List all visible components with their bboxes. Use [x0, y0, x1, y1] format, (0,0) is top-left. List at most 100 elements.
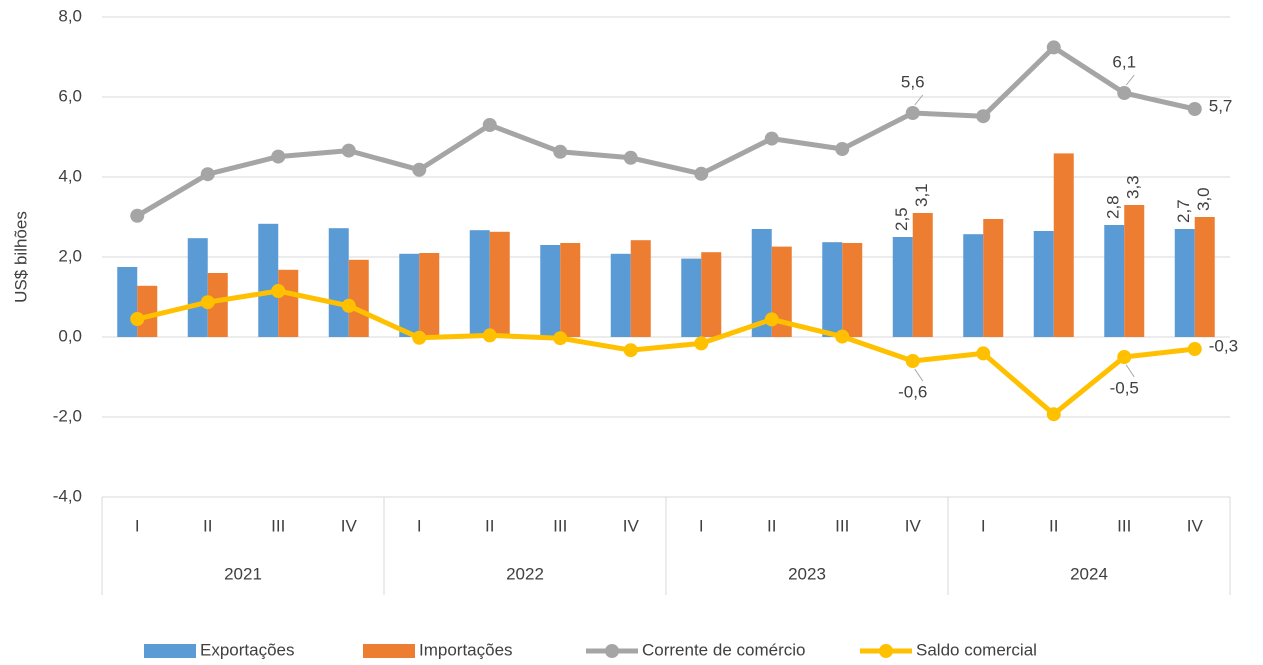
y-tick-label: 2,0	[58, 246, 82, 265]
bar	[348, 259, 369, 337]
point	[764, 312, 779, 327]
bar	[1053, 153, 1074, 337]
point	[835, 329, 850, 344]
bar	[751, 229, 772, 337]
line	[135, 44, 1196, 218]
point	[341, 143, 356, 158]
x-tick-label: IV	[1187, 516, 1204, 535]
legend-swatch	[363, 644, 415, 658]
point	[905, 354, 920, 368]
point	[1117, 86, 1132, 100]
y-tick-label: 8,0	[58, 6, 82, 25]
point	[412, 330, 427, 345]
bar	[328, 228, 349, 337]
legend-swatch	[605, 644, 619, 658]
y-tick-label: 6,0	[58, 86, 82, 105]
data-label: 3,3	[1124, 175, 1143, 199]
bar	[1033, 231, 1054, 337]
point	[341, 298, 356, 313]
point	[623, 343, 638, 358]
point	[764, 131, 779, 146]
point	[1187, 342, 1202, 356]
point	[694, 166, 709, 181]
x-tick-label: I	[699, 516, 704, 535]
bar	[963, 234, 984, 337]
x-group-label: 2024	[1070, 564, 1108, 583]
bar	[399, 253, 420, 337]
x-tick-label: III	[553, 516, 567, 535]
bar	[469, 230, 490, 337]
y-tick-label: -4,0	[53, 486, 82, 505]
bar	[610, 253, 631, 337]
point	[1187, 102, 1202, 116]
data-label: 3,0	[1194, 187, 1213, 211]
bar	[842, 243, 863, 337]
bar	[771, 246, 792, 337]
bar	[207, 273, 228, 337]
bar	[892, 237, 913, 337]
bar	[1104, 225, 1125, 337]
point	[1046, 40, 1061, 55]
y-tick-label: 0,0	[58, 326, 82, 345]
bar	[630, 240, 651, 337]
point	[623, 150, 638, 165]
bar	[1174, 229, 1195, 337]
bar	[1194, 217, 1215, 337]
y-tick-label: 4,0	[58, 166, 82, 185]
legend-label: Corrente de comércio	[642, 640, 805, 659]
data-label: 5,6	[901, 72, 925, 91]
bar	[258, 223, 279, 337]
bar	[489, 231, 510, 337]
bar	[419, 253, 440, 337]
data-label: -0,5	[1110, 378, 1139, 397]
point	[976, 109, 991, 124]
x-tick-label: II	[485, 516, 494, 535]
data-label: 2,7	[1174, 199, 1193, 223]
bar	[137, 285, 158, 337]
y-axis-label: US$ bilhões	[11, 211, 30, 303]
bar	[187, 238, 208, 337]
point	[271, 284, 286, 298]
point	[976, 346, 991, 361]
bar	[540, 245, 561, 337]
data-label: -0,3	[1209, 336, 1238, 355]
bar	[1124, 205, 1145, 337]
legend-swatch	[144, 644, 196, 658]
legend-label: Exportações	[200, 640, 295, 659]
y-tick-label: -2,0	[53, 406, 82, 425]
point	[553, 144, 568, 159]
data-label: -0,6	[898, 382, 927, 401]
x-tick-label: II	[1049, 516, 1058, 535]
point	[200, 167, 215, 182]
x-tick-label: I	[417, 516, 422, 535]
leader-line	[914, 94, 924, 106]
point	[1117, 350, 1132, 364]
bar	[117, 267, 138, 337]
x-tick-label: III	[835, 516, 849, 535]
point	[200, 295, 215, 310]
point	[905, 106, 920, 120]
x-tick-label: IV	[341, 516, 358, 535]
x-tick-label: III	[1117, 516, 1131, 535]
legend-label: Importações	[419, 640, 513, 659]
bar	[983, 219, 1004, 337]
point	[130, 208, 145, 223]
legend-swatch	[879, 644, 893, 658]
x-tick-label: II	[767, 516, 776, 535]
bar	[681, 258, 702, 337]
data-label: 2,5	[892, 207, 911, 231]
point	[835, 142, 850, 156]
x-group-label: 2022	[506, 564, 544, 583]
data-label: 5,7	[1209, 96, 1233, 115]
point	[482, 118, 497, 132]
point	[130, 312, 145, 326]
legend-label: Saldo comercial	[916, 640, 1037, 659]
x-tick-label: III	[271, 516, 285, 535]
point	[271, 149, 286, 164]
bar	[278, 269, 299, 337]
point	[412, 162, 427, 177]
bar	[560, 243, 581, 337]
point	[553, 331, 568, 346]
leader-line	[914, 368, 924, 382]
